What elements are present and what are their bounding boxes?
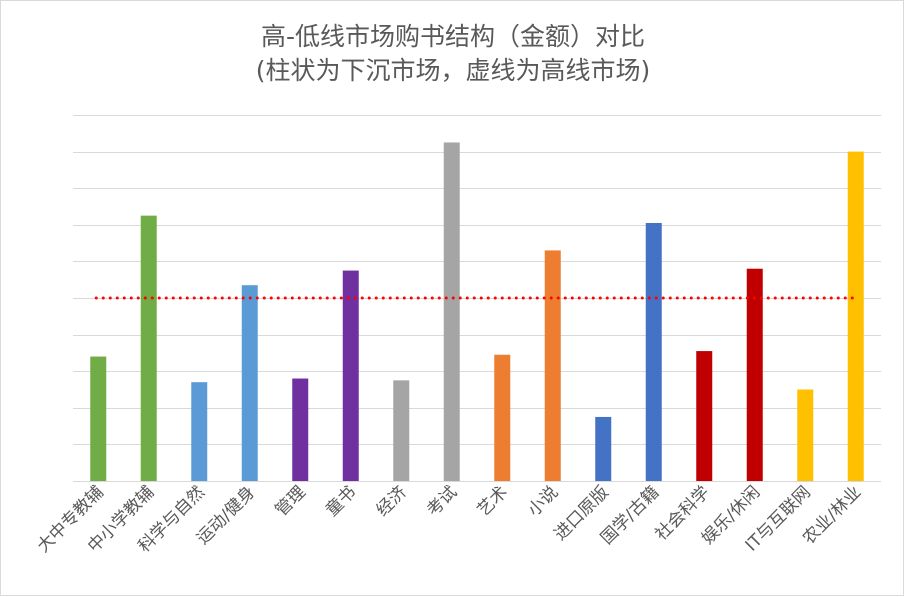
bar-14 bbox=[746, 268, 763, 481]
bar-10 bbox=[544, 250, 561, 481]
x-tick-label: 艺术 bbox=[474, 482, 512, 520]
x-tick-label: 考试 bbox=[423, 482, 461, 520]
bar-9 bbox=[494, 354, 511, 481]
x-tick-label: 小说 bbox=[524, 482, 562, 520]
bar-1 bbox=[90, 356, 107, 481]
bar-11 bbox=[595, 416, 612, 481]
bar-12 bbox=[645, 222, 662, 481]
x-tick-label: 管理 bbox=[272, 482, 310, 520]
bar-6 bbox=[342, 270, 359, 481]
bar-7 bbox=[393, 380, 410, 481]
x-tick-label: 经济 bbox=[373, 482, 411, 520]
bar-2 bbox=[140, 215, 157, 481]
chart-subtitle: (柱状为下沉市场，虚线为高线市场) bbox=[255, 56, 651, 85]
chart-title: 高-低线市场购书结构（金额）对比 bbox=[260, 22, 646, 51]
bar-13 bbox=[696, 351, 713, 481]
bar-5 bbox=[292, 378, 309, 481]
bar-16 bbox=[847, 151, 864, 481]
bar-4 bbox=[241, 285, 258, 481]
bar-3 bbox=[191, 382, 208, 481]
bar-15 bbox=[797, 389, 814, 481]
x-tick-label: 童书 bbox=[322, 482, 360, 520]
bar-8 bbox=[443, 142, 460, 481]
